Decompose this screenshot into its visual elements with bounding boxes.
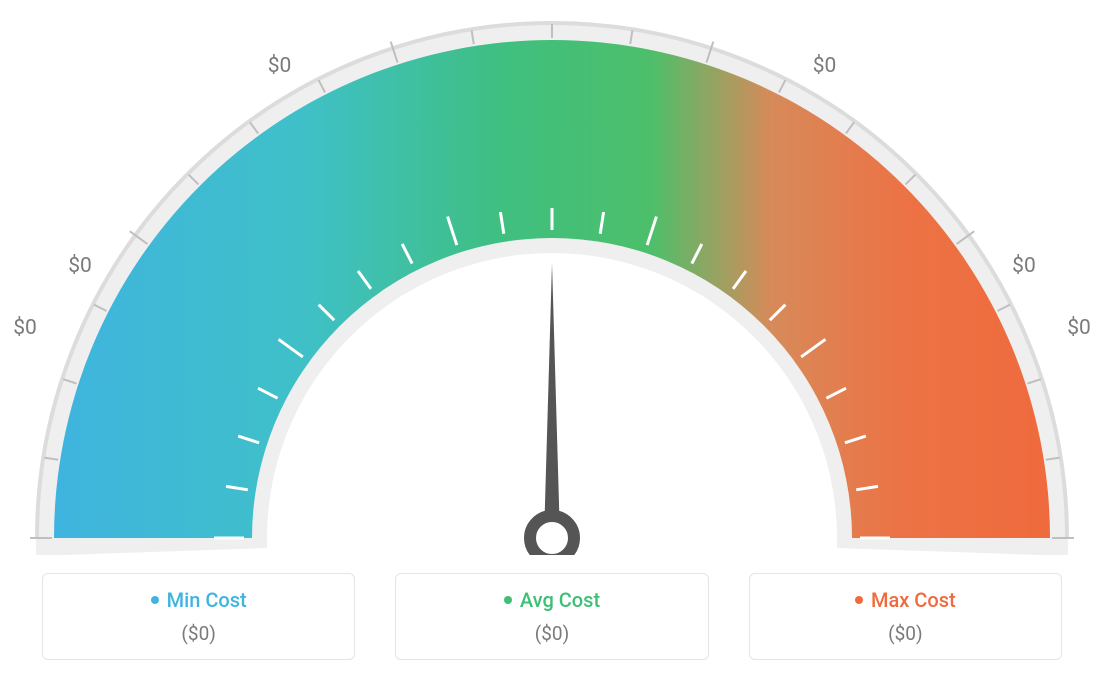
legend-label-max: Max Cost — [871, 588, 956, 612]
legend-title-avg: Avg Cost — [504, 588, 600, 612]
legend-value-avg: ($0) — [396, 622, 707, 645]
legend-title-min: Min Cost — [151, 588, 247, 612]
gauge-tick-label: $0 — [68, 254, 92, 278]
gauge-svg — [0, 0, 1104, 555]
gauge-tick-label: $0 — [268, 54, 292, 78]
legend-title-max: Max Cost — [855, 588, 956, 612]
legend-dot-min — [151, 596, 159, 604]
legend-dot-max — [855, 596, 863, 604]
gauge-tick-label: $0 — [1067, 316, 1091, 340]
legend-box-avg: Avg Cost ($0) — [395, 573, 708, 660]
legend-label-avg: Avg Cost — [520, 588, 600, 612]
gauge-chart: $0$0$0$0$0$0$0 — [0, 0, 1104, 555]
legend-value-min: ($0) — [43, 622, 354, 645]
legend-value-max: ($0) — [750, 622, 1061, 645]
legend-label-min: Min Cost — [167, 588, 247, 612]
legend-row: Min Cost ($0) Avg Cost ($0) Max Cost ($0… — [0, 573, 1104, 660]
legend-dot-avg — [504, 596, 512, 604]
legend-box-min: Min Cost ($0) — [42, 573, 355, 660]
gauge-tick-label: $0 — [813, 54, 837, 78]
gauge-tick-label: $0 — [1012, 254, 1036, 278]
legend-box-max: Max Cost ($0) — [749, 573, 1062, 660]
gauge-tick-label: $0 — [13, 316, 37, 340]
